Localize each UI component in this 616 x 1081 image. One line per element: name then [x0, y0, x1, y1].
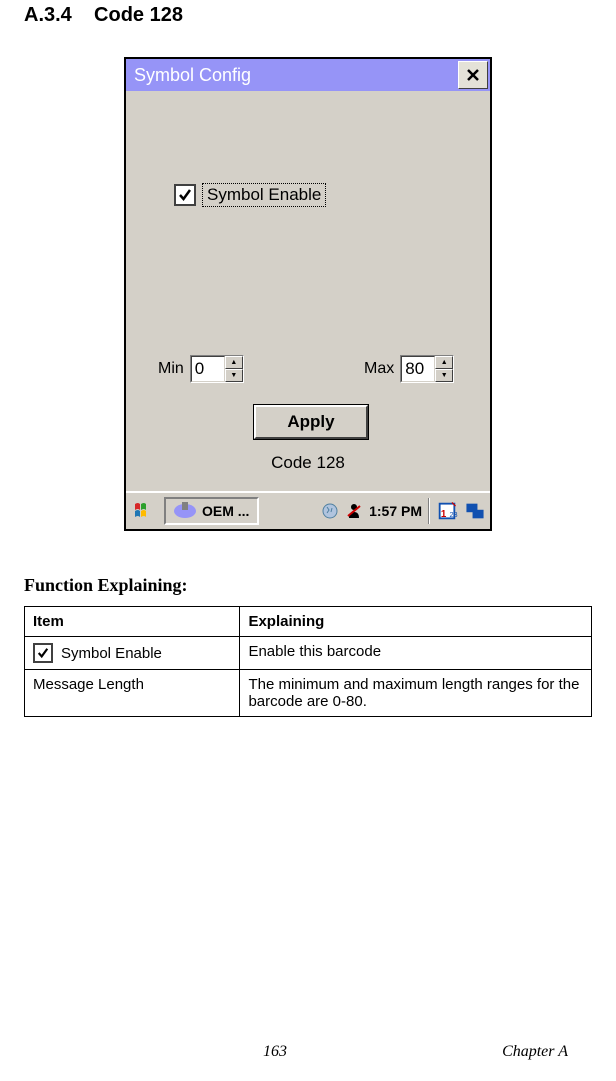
windows-flag-icon [134, 502, 156, 520]
arrow-up-icon: ▲ [441, 359, 448, 366]
max-down-button[interactable]: ▼ [435, 369, 453, 382]
system-tray: 1:57 PM 1 23 [321, 498, 486, 524]
min-down-button[interactable]: ▼ [225, 369, 243, 382]
apply-button[interactable]: Apply [254, 405, 368, 439]
max-label: Max [364, 360, 394, 378]
max-spinner: ▲ ▼ [400, 355, 454, 383]
min-arrows: ▲ ▼ [225, 356, 243, 382]
symbol-enable-label: Symbol Enable [202, 183, 326, 207]
max-input[interactable] [401, 356, 435, 382]
arrow-down-icon: ▼ [441, 372, 448, 379]
oem-label: OEM ... [202, 503, 249, 519]
barcode-type-label: Code 128 [126, 453, 490, 473]
oem-icon [174, 504, 196, 518]
min-up-button[interactable]: ▲ [225, 356, 243, 369]
cell-item: Symbol Enable [25, 637, 240, 670]
cell-item: Message Length [25, 670, 240, 717]
window-body: Symbol Enable Min ▲ ▼ Max [126, 91, 490, 491]
max-arrows: ▲ ▼ [435, 356, 453, 382]
symbol-config-window: Symbol Config Symbol Enable [124, 57, 492, 531]
checkbox-icon [33, 643, 53, 663]
apply-label: Apply [287, 412, 334, 432]
col-item: Item [25, 607, 240, 637]
min-group: Min ▲ ▼ [158, 355, 244, 383]
desktop-icon [464, 500, 486, 522]
min-input[interactable] [191, 356, 225, 382]
checkmark-icon [37, 647, 49, 659]
globe-icon [321, 502, 339, 520]
table-row: Symbol Enable Enable this barcode [25, 637, 592, 670]
window-title: Symbol Config [134, 65, 251, 86]
min-label: Min [158, 360, 184, 378]
chapter-label: Chapter A [502, 1043, 568, 1061]
symbol-enable-group: Symbol Enable [174, 183, 326, 207]
start-button[interactable] [130, 496, 160, 526]
svg-text:23: 23 [449, 510, 457, 519]
close-icon [466, 68, 480, 82]
symbol-enable-checkbox[interactable] [174, 184, 196, 206]
function-explaining-heading: Function Explaining: [24, 575, 592, 596]
table-header-row: Item Explaining [25, 607, 592, 637]
oem-task-button[interactable]: OEM ... [164, 497, 259, 525]
tray-separator [428, 498, 430, 524]
taskbar: OEM ... 1:57 PM [126, 491, 490, 529]
min-spinner: ▲ ▼ [190, 355, 244, 383]
arrow-down-icon: ▼ [230, 372, 237, 379]
svg-text:1: 1 [441, 509, 447, 520]
calendar-icon: 1 23 [436, 500, 458, 522]
item-text: Symbol Enable [61, 645, 162, 662]
device-screenshot: Symbol Config Symbol Enable [24, 57, 592, 531]
explaining-table: Item Explaining Symbol Enable Enabl [24, 606, 592, 717]
table-row: Message Length The minimum and maximum l… [25, 670, 592, 717]
tray-time: 1:57 PM [369, 503, 422, 519]
section-name: Code 128 [94, 4, 183, 26]
section-title: A.3.4 Code 128 [24, 0, 592, 57]
page-number: 163 [263, 1043, 287, 1061]
close-button[interactable] [458, 61, 488, 89]
taskbar-left: OEM ... [130, 496, 259, 526]
max-up-button[interactable]: ▲ [435, 356, 453, 369]
max-group: Max ▲ ▼ [364, 355, 454, 383]
arrow-up-icon: ▲ [230, 359, 237, 366]
cell-explain: Enable this barcode [240, 637, 592, 670]
cell-explain: The minimum and maximum length ranges fo… [240, 670, 592, 717]
person-icon [345, 502, 363, 520]
col-explaining: Explaining [240, 607, 592, 637]
section-number: A.3.4 [24, 4, 72, 26]
page-footer: 163 Chapter A [0, 1043, 616, 1061]
checkmark-icon [178, 188, 192, 202]
window-titlebar: Symbol Config [126, 59, 490, 91]
